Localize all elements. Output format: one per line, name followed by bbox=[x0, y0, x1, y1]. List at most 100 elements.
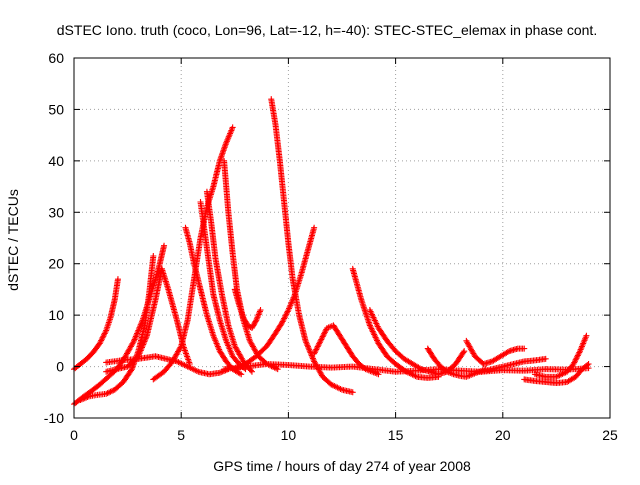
data-point bbox=[317, 337, 324, 344]
data-point bbox=[572, 356, 579, 363]
data-point bbox=[251, 319, 258, 326]
data-point bbox=[316, 339, 323, 346]
data-point bbox=[284, 308, 291, 315]
y-tick-label: 50 bbox=[48, 101, 64, 117]
series-13 bbox=[268, 96, 356, 396]
data-point bbox=[570, 361, 577, 367]
data-point bbox=[238, 371, 245, 378]
data-point bbox=[274, 366, 281, 373]
data-point bbox=[584, 362, 591, 369]
data-point bbox=[316, 340, 323, 347]
data-point bbox=[77, 397, 84, 403]
data-point bbox=[81, 395, 88, 402]
data-point bbox=[248, 325, 255, 331]
data-point bbox=[313, 346, 320, 353]
series-10 bbox=[221, 157, 281, 373]
data-point bbox=[318, 335, 325, 341]
data-point bbox=[108, 388, 115, 395]
x-tick-label: 0 bbox=[70, 427, 78, 443]
data-point bbox=[102, 329, 109, 335]
data-point bbox=[240, 314, 247, 321]
data-point bbox=[281, 314, 288, 321]
y-tick-label: 20 bbox=[48, 256, 64, 272]
data-point bbox=[242, 318, 249, 325]
data-point bbox=[216, 369, 223, 376]
data-point bbox=[576, 349, 583, 356]
data-point bbox=[100, 333, 107, 340]
data-point bbox=[97, 339, 104, 345]
data-point bbox=[583, 332, 590, 339]
data-point bbox=[78, 396, 85, 403]
data-point bbox=[161, 242, 168, 249]
data-point bbox=[283, 311, 290, 318]
ticks-layer: 0 5 10 15 20 25 -10 0 10 20 30 40 50 60 bbox=[44, 50, 618, 443]
data-point bbox=[130, 339, 137, 346]
data-point bbox=[574, 353, 581, 360]
data-point bbox=[504, 349, 511, 355]
series-6 bbox=[150, 124, 236, 383]
y-tick-label: 60 bbox=[48, 50, 64, 66]
data-point bbox=[257, 307, 264, 313]
data-point bbox=[320, 332, 327, 339]
chart-title: dSTEC Iono. truth (coco, Lon=96, Lat=-12… bbox=[57, 22, 597, 38]
data-point bbox=[101, 330, 108, 337]
series-19 bbox=[463, 337, 528, 367]
series-11 bbox=[231, 286, 264, 331]
data-point bbox=[311, 349, 318, 356]
data-point bbox=[251, 321, 258, 328]
data-point bbox=[236, 370, 243, 377]
data-point bbox=[106, 389, 113, 396]
data-point bbox=[101, 331, 108, 338]
data-point bbox=[573, 355, 580, 362]
y-tick-label: -10 bbox=[44, 410, 64, 426]
data-point bbox=[521, 345, 528, 352]
data-point bbox=[128, 367, 135, 374]
data-point bbox=[416, 365, 423, 372]
y-axis-label: dSTEC / TECUs bbox=[5, 189, 21, 291]
data-point bbox=[281, 315, 288, 322]
series-3 bbox=[77, 253, 157, 403]
x-tick-label: 10 bbox=[281, 427, 297, 443]
data-point bbox=[313, 345, 320, 351]
series-12 bbox=[231, 224, 318, 373]
data-point bbox=[319, 333, 326, 340]
data-point bbox=[98, 337, 105, 344]
data-point bbox=[177, 344, 184, 351]
data-point bbox=[318, 336, 325, 343]
series-17 bbox=[366, 307, 468, 378]
data-point bbox=[243, 319, 250, 326]
series-21 bbox=[521, 361, 592, 387]
data-point bbox=[282, 312, 289, 319]
grid-layer bbox=[74, 58, 610, 418]
data-point bbox=[283, 309, 290, 316]
data-point bbox=[98, 336, 105, 343]
x-tick-label: 15 bbox=[388, 427, 404, 443]
data-point bbox=[107, 388, 114, 395]
data-point bbox=[279, 318, 286, 325]
data-point bbox=[311, 224, 318, 231]
data-point bbox=[150, 253, 157, 259]
series-22 bbox=[531, 332, 590, 380]
data-point bbox=[99, 334, 106, 341]
data-point bbox=[252, 318, 259, 325]
data-point bbox=[571, 359, 578, 366]
data-point bbox=[241, 316, 248, 322]
data-point bbox=[311, 350, 318, 357]
data-point bbox=[312, 347, 319, 354]
data-point bbox=[229, 124, 236, 131]
x-tick-label: 5 bbox=[177, 427, 185, 443]
y-tick-label: 30 bbox=[48, 204, 64, 220]
data-point bbox=[585, 361, 592, 367]
x-axis-label: GPS time / hours of day 274 of year 2008 bbox=[213, 458, 471, 474]
y-tick-label: 0 bbox=[56, 359, 64, 375]
data-point bbox=[218, 369, 225, 376]
series-5 bbox=[103, 353, 232, 378]
data-point bbox=[542, 355, 549, 362]
data-point bbox=[104, 390, 111, 397]
x-tick-label: 20 bbox=[495, 427, 511, 443]
data-point bbox=[84, 394, 91, 400]
series-9 bbox=[203, 188, 255, 375]
data-point bbox=[321, 330, 328, 337]
data-point bbox=[571, 358, 578, 365]
